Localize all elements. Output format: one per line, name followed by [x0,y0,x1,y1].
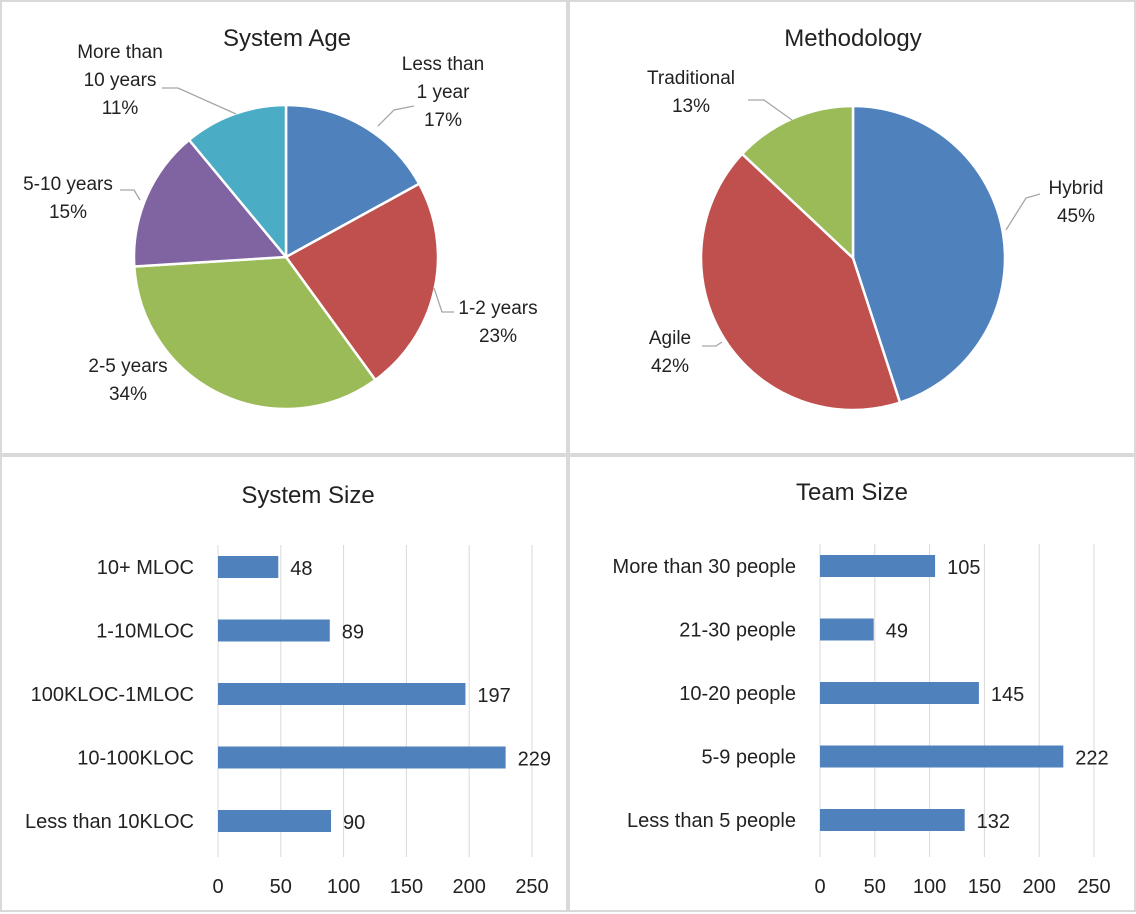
pie-slice-more-than-10-years [187,103,288,261]
x-tick-label: 150 [968,876,1001,898]
data-label: 132 [977,811,1010,833]
methodology-panel: Methodology Hybrid 45% Agile 42% Traditional… [568,0,1136,455]
category-label: 21-30 people [679,620,796,642]
system-age-chart: System Age Less than 1 year 17% 1-2 years 23… [23,25,538,411]
chart-title: Team Size [796,479,908,506]
x-tick-label: 50 [864,876,886,898]
bar-less-than-10kloc [218,810,332,832]
category-label: 100KLOC-1MLOC [31,684,194,706]
category-label: 10-100KLOC [77,748,194,770]
leader-line [1005,193,1041,231]
x-tick-label: 250 [515,876,548,898]
data-label: 48 [290,558,312,580]
x-tick-label: 0 [212,876,223,898]
slice-label-traditional: Traditional 13% [647,68,735,117]
pie-slice-2-5-years [132,255,378,411]
pie-slice-agile [699,152,902,412]
methodology-chart: Methodology Hybrid 45% Agile 42% Traditional… [647,25,1104,412]
pie-slice-hybrid [851,104,1007,405]
bar-21-30-people [820,618,874,641]
slice-label-more-than-10-years: More than 10 years 11% [77,42,163,119]
data-label: 145 [991,684,1024,706]
leader-line [120,189,141,201]
leader-line [433,287,454,313]
category-label: Less than 10KLOC [25,811,194,833]
category-label: 1-10MLOC [96,621,194,643]
team-size-panel: Team Size 0 50 100 150 200 250 More than 30 p… [568,455,1136,912]
slice-label-1-2-years: 1-2 years 23% [458,298,537,347]
leader-line [377,105,415,127]
x-tick-label: 250 [1077,876,1110,898]
data-label: 105 [947,557,980,579]
bar-10-100kloc [218,746,506,769]
x-tick-label: 200 [453,876,486,898]
data-label: 89 [342,622,364,644]
bar-1-10mloc [218,619,330,642]
pie-slice-traditional [740,104,855,261]
bar-less-than-5-people [820,809,965,831]
category-label: Less than 5 people [627,810,796,832]
category-label: 5-9 people [701,747,796,769]
data-label: 222 [1075,748,1108,770]
pie-slice-5-10-years [132,138,289,268]
system-age-panel: System Age Less than 1 year 17% 1-2 years 23… [0,0,568,455]
chart-title: Methodology [784,25,921,52]
data-label: 49 [886,621,908,643]
slice-label-5-10-years: 5-10 years 15% [23,174,113,223]
chart-title: System Size [241,482,374,509]
bar-100kloc-1mloc [218,683,466,705]
x-tick-label: 0 [814,876,825,898]
data-label: 197 [477,685,510,707]
leader-line [748,99,793,121]
slice-label-less-than-1-year: Less than 1 year 17% [402,54,484,131]
bar-10-20-people [820,682,979,704]
system-size-chart: System Size 0 50 100 150 200 250 10+ MLOC 48 1-… [25,482,551,898]
category-label: 10+ MLOC [97,557,194,579]
data-label: 229 [518,749,551,771]
category-label: More than 30 people [613,556,796,578]
leader-line [702,341,723,347]
slice-label-hybrid: Hybrid 45% [1049,178,1104,227]
bar-more-than-30-people [820,555,936,577]
x-tick-label: 150 [390,876,423,898]
team-size-chart: Team Size 0 50 100 150 200 250 More than 30 p… [613,479,1111,898]
x-tick-label: 100 [327,876,360,898]
x-tick-label: 100 [913,876,946,898]
bar-10-mloc [218,556,279,578]
bar-5-9-people [820,745,1064,768]
category-label: 10-20 people [679,683,796,705]
system-size-panel: System Size 0 50 100 150 200 250 10+ MLOC 48 1-… [0,455,568,912]
pie-slice-less-than-1-year [284,103,421,260]
data-label: 90 [343,812,365,834]
slice-label-2-5-years: 2-5 years 34% [88,356,167,405]
slice-label-agile: Agile 42% [649,328,691,377]
chart-title: System Age [223,25,351,52]
leader-line [162,87,237,115]
x-tick-label: 200 [1023,876,1056,898]
x-tick-label: 50 [270,876,292,898]
